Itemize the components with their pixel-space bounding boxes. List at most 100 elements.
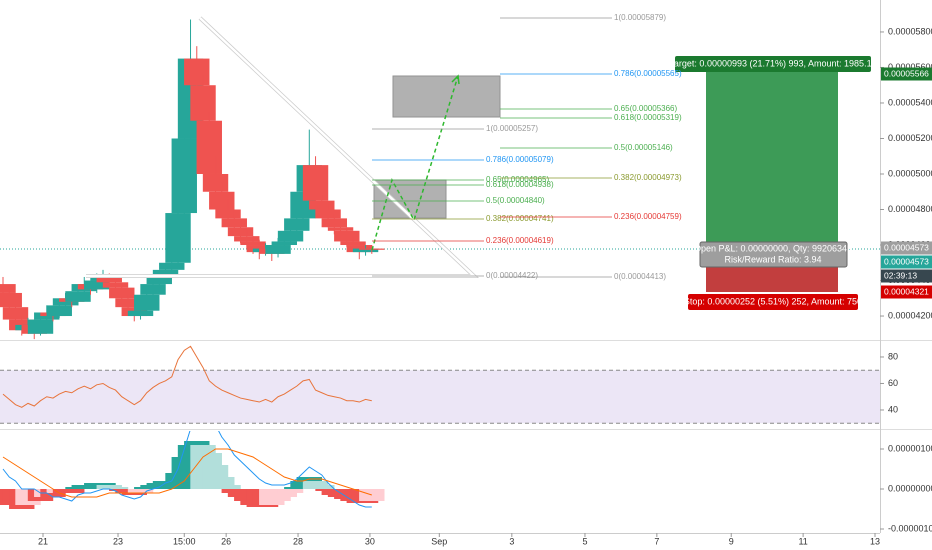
target-box xyxy=(392,75,501,118)
candle-body xyxy=(0,284,16,293)
candle-body xyxy=(127,310,154,317)
pane xyxy=(0,431,385,509)
macd-line xyxy=(2,448,372,498)
x-tick-label: 28 xyxy=(293,536,303,546)
candle-body xyxy=(65,291,91,302)
x-tick-label: 23 xyxy=(113,536,123,546)
candle-body xyxy=(234,236,260,242)
target-label: Target: 0.00000993 (21.71%) 993, Amount:… xyxy=(669,58,876,68)
candle-body xyxy=(240,241,266,246)
candle-body xyxy=(134,294,160,311)
candle-body xyxy=(265,245,291,254)
y-tick-label: -0.00000100 xyxy=(888,523,932,533)
candle-body xyxy=(96,276,122,283)
histogram-bar xyxy=(59,489,85,493)
y-tick-label: 0.00000100 xyxy=(888,443,932,453)
fib-label: 0(0.00004422) xyxy=(486,271,538,280)
candle-body xyxy=(284,218,310,231)
candle-body xyxy=(0,292,22,308)
candle-body xyxy=(315,209,341,219)
y-tick-label: 0.00005400 xyxy=(888,97,932,107)
candle-body xyxy=(159,262,185,270)
histogram-bar xyxy=(215,485,241,489)
macd-line xyxy=(2,431,372,508)
price-badge xyxy=(881,67,932,81)
y-tick-label: 0.00005200 xyxy=(888,133,932,143)
candle-body xyxy=(115,298,141,308)
x-tick-label: 3 xyxy=(509,536,514,546)
y-tick-label: 40 xyxy=(888,404,898,414)
histogram-bar xyxy=(277,489,304,493)
candle-body xyxy=(46,305,72,317)
histogram-bar xyxy=(309,485,335,489)
fib-label: 0.65(0.00004965) xyxy=(486,175,550,184)
candle-body xyxy=(215,209,241,219)
fib-label: 0.618(0.00005319) xyxy=(614,113,682,122)
candle-body xyxy=(102,282,129,288)
pnl-label: Open P&L: 0.00000000, Qty: 99206349 xyxy=(694,243,852,253)
y-tick-label: 0.00000000 xyxy=(888,483,932,493)
fib-label: 0.5(0.00005146) xyxy=(614,143,673,152)
candle-body xyxy=(171,138,197,214)
candle-body xyxy=(190,85,216,121)
histogram-bar xyxy=(102,487,129,489)
price-badge xyxy=(881,241,932,255)
y-tick-label: 0.00005000 xyxy=(888,168,932,178)
pane xyxy=(0,345,880,424)
price-badge-label: 02:39:13 xyxy=(884,270,917,280)
price-badge-label: 0.00004573 xyxy=(884,242,929,252)
target-label-box xyxy=(675,56,871,72)
x-tick-label: 30 xyxy=(365,536,375,546)
candle-body xyxy=(309,200,335,210)
candle-body xyxy=(352,248,379,253)
fib-label: 0.236(0.00004619) xyxy=(486,236,554,245)
target-zone xyxy=(706,72,838,248)
fib-label: 0.236(0.00004759) xyxy=(614,212,682,221)
candle-body xyxy=(327,227,354,231)
candle-body xyxy=(221,218,247,228)
candle-body xyxy=(184,58,210,86)
x-tick-label: 5 xyxy=(582,536,587,546)
candle-body xyxy=(152,269,179,277)
fib-label: 0.786(0.00005565) xyxy=(614,69,682,78)
y-tick-label: 80 xyxy=(888,351,898,361)
x-tick-label: Sep xyxy=(431,536,447,546)
arrow-head xyxy=(451,74,460,85)
candle-body xyxy=(302,165,329,201)
candle-body xyxy=(27,319,54,334)
candle-body xyxy=(2,307,29,320)
rsi-band xyxy=(0,370,880,424)
fib-label: 0.382(0.00004741) xyxy=(486,214,554,223)
candle-body xyxy=(165,213,191,263)
candle-body xyxy=(52,298,79,306)
price-badge xyxy=(881,255,932,269)
candle-body xyxy=(334,230,360,242)
y-tick-label: 0.00004800 xyxy=(888,204,932,214)
histogram-bar xyxy=(127,489,154,493)
x-tick-label: 11 xyxy=(798,536,807,546)
candle-body xyxy=(227,227,254,237)
candle-body xyxy=(321,218,347,228)
ratio-label: Risk/Reward Ratio: 3.94 xyxy=(724,254,821,264)
fib-label: 1(0.00005879) xyxy=(614,13,666,22)
fib-label: 0(0.00004413) xyxy=(614,272,666,281)
stop-label-box xyxy=(688,294,858,310)
entry-box xyxy=(373,179,447,219)
candle-body xyxy=(209,191,235,210)
price-badge-label: 0.00005566 xyxy=(884,68,929,78)
x-tick-label: 21 xyxy=(38,536,48,546)
candle-body xyxy=(271,241,297,246)
x-tick-label: 15:00 xyxy=(173,536,196,546)
x-tick-label: 7 xyxy=(654,536,659,546)
fib-label: 0.5(0.00004840) xyxy=(486,196,545,205)
stop-label: Stop: 0.00000252 (5.51%) 252, Amount: 75… xyxy=(684,296,862,306)
price-badge-label: 0.00004321 xyxy=(884,286,929,296)
y-tick-label: 0.00005600 xyxy=(888,62,932,72)
price-badge xyxy=(881,285,932,299)
fib-label: 0.65(0.00005366) xyxy=(614,104,678,113)
fib-label: 1(0.00005257) xyxy=(486,124,538,133)
projection-arrow xyxy=(371,75,459,251)
x-tick-label: 9 xyxy=(729,536,734,546)
candle-body xyxy=(146,276,172,285)
